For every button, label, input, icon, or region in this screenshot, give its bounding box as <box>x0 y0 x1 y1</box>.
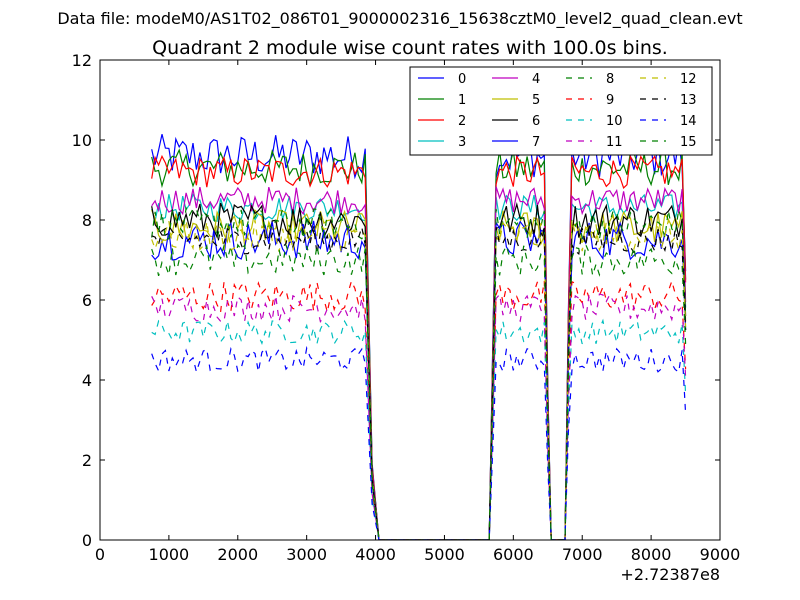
legend-label-4: 4 <box>532 72 540 87</box>
x-tick-label: 3000 <box>286 545 327 564</box>
y-tick-label: 0 <box>82 531 92 550</box>
x-tick-label: 5000 <box>424 545 465 564</box>
chart-title: Quadrant 2 module wise count rates with … <box>152 37 668 59</box>
legend-label-5: 5 <box>532 93 540 108</box>
x-tick-label: 6000 <box>493 545 534 564</box>
x-tick-label: 8000 <box>631 545 672 564</box>
x-tick-label: 1000 <box>149 545 190 564</box>
legend-label-7: 7 <box>532 135 540 150</box>
x-tick-label: 7000 <box>562 545 603 564</box>
legend-label-14: 14 <box>680 114 697 129</box>
y-tick-label: 2 <box>82 451 92 470</box>
series-line-3 <box>151 193 687 540</box>
series-line-6 <box>151 201 687 540</box>
legend-label-12: 12 <box>680 72 697 87</box>
x-tick-label: 9000 <box>700 545 741 564</box>
series-line-7 <box>151 220 687 540</box>
series-line-8 <box>151 206 687 540</box>
series-line-2 <box>151 154 687 540</box>
legend-label-3: 3 <box>458 135 466 150</box>
x-offset-label: +2.72387e8 <box>620 565 720 584</box>
suptitle: Data file: modeM0/AS1T02_086T01_90000023… <box>57 9 742 29</box>
x-tick-label: 2000 <box>217 545 258 564</box>
x-tick-label: 4000 <box>355 545 396 564</box>
legend-box <box>409 66 713 156</box>
series-line-14 <box>151 345 687 540</box>
legend-label-10: 10 <box>606 114 623 129</box>
series-line-13 <box>151 225 687 540</box>
x-tick-label: 0 <box>95 545 105 564</box>
legend-label-0: 0 <box>458 72 466 87</box>
y-tick-label: 4 <box>82 371 92 390</box>
legend-label-6: 6 <box>532 114 540 129</box>
series-line-1 <box>151 148 687 540</box>
series-line-4 <box>151 186 687 540</box>
y-tick-label: 12 <box>72 51 92 70</box>
legend-label-2: 2 <box>458 114 466 129</box>
legend-label-9: 9 <box>606 93 614 108</box>
y-tick-label: 6 <box>82 291 92 310</box>
y-tick-label: 8 <box>82 211 92 230</box>
y-tick-label: 10 <box>72 131 92 150</box>
series-line-15 <box>151 242 687 540</box>
series-line-12 <box>151 219 687 540</box>
legend-label-13: 13 <box>680 93 697 108</box>
legend-label-1: 1 <box>458 93 466 108</box>
series-line-11 <box>151 293 687 540</box>
series-line-5 <box>151 209 687 540</box>
legend-label-15: 15 <box>680 135 697 150</box>
series-layer <box>151 131 687 540</box>
legend-label-11: 11 <box>606 135 623 150</box>
legend-label-8: 8 <box>606 72 614 87</box>
axes-layer: 0 1000 2000 3000 4000 5000 6000 7000 8000 9000 0 2 4… <box>72 51 741 564</box>
series-line-9 <box>151 279 687 540</box>
